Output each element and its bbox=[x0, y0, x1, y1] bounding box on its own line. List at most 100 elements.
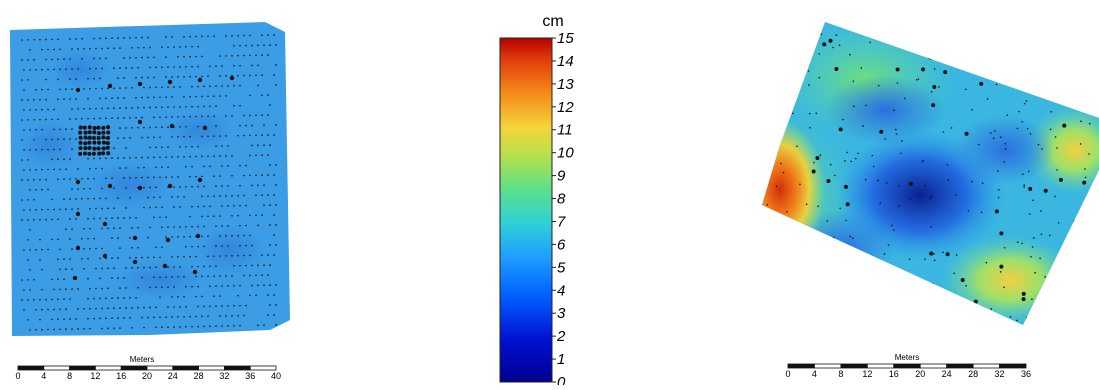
survey-point bbox=[938, 86, 940, 88]
right-scale-title: Meters bbox=[895, 353, 919, 362]
survey-point bbox=[213, 195, 215, 197]
survey-point bbox=[165, 316, 167, 318]
survey-point bbox=[41, 168, 43, 171]
survey-point bbox=[101, 87, 103, 90]
cluster-point bbox=[97, 131, 102, 136]
survey-point bbox=[261, 194, 263, 196]
survey-point bbox=[267, 174, 269, 176]
survey-point bbox=[29, 69, 31, 71]
survey-point bbox=[159, 316, 161, 319]
survey-point bbox=[137, 126, 139, 129]
survey-point bbox=[161, 146, 163, 149]
survey-point bbox=[23, 109, 25, 111]
survey-point bbox=[33, 118, 35, 121]
survey-point bbox=[63, 158, 65, 160]
survey-point bbox=[818, 52, 821, 55]
cluster-point bbox=[92, 146, 97, 151]
survey-point bbox=[93, 297, 95, 300]
survey-point bbox=[153, 316, 155, 319]
survey-point bbox=[257, 64, 259, 67]
survey-point bbox=[137, 266, 139, 269]
survey-point bbox=[119, 47, 121, 49]
survey-point bbox=[261, 254, 263, 256]
survey-point bbox=[251, 264, 253, 267]
survey-point bbox=[113, 267, 115, 270]
survey-point bbox=[95, 167, 97, 170]
survey-point bbox=[39, 318, 41, 321]
survey-point bbox=[255, 54, 257, 57]
survey-point bbox=[251, 44, 253, 47]
survey-point bbox=[69, 178, 71, 180]
survey-point bbox=[171, 276, 173, 278]
survey-point bbox=[269, 164, 271, 166]
survey-point bbox=[893, 229, 895, 231]
survey-point bbox=[23, 309, 25, 311]
survey-point bbox=[57, 158, 59, 161]
survey-point bbox=[71, 268, 73, 270]
survey-point bbox=[231, 255, 233, 257]
survey-point bbox=[89, 287, 91, 290]
survey-point bbox=[33, 98, 35, 101]
survey-point bbox=[992, 137, 995, 140]
survey-point bbox=[237, 214, 239, 217]
survey-point bbox=[227, 305, 229, 307]
survey-point bbox=[137, 306, 139, 309]
survey-point bbox=[924, 258, 926, 261]
survey-point bbox=[41, 248, 43, 251]
cluster-point bbox=[82, 151, 87, 156]
survey-point bbox=[249, 134, 251, 137]
survey-point bbox=[89, 247, 91, 250]
survey-point bbox=[149, 286, 151, 289]
survey-point bbox=[153, 116, 155, 119]
survey-point bbox=[93, 37, 95, 40]
survey-point bbox=[779, 43, 782, 46]
survey-point bbox=[1068, 307, 1071, 310]
survey-point bbox=[209, 305, 211, 308]
survey-point bbox=[955, 254, 958, 256]
scale-label: 8 bbox=[67, 371, 72, 381]
survey-point bbox=[231, 235, 233, 237]
survey-point bbox=[231, 215, 233, 217]
survey-point bbox=[23, 169, 25, 171]
survey-point bbox=[257, 264, 259, 267]
survey-point bbox=[215, 285, 217, 287]
survey-point bbox=[27, 79, 29, 81]
survey-point bbox=[75, 78, 77, 80]
survey-point bbox=[137, 226, 139, 229]
survey-point bbox=[129, 257, 131, 259]
colorbar-tick-label: 14 bbox=[557, 53, 574, 70]
survey-point bbox=[803, 296, 806, 299]
survey-point bbox=[69, 138, 71, 140]
survey-point bbox=[826, 220, 829, 222]
survey-point bbox=[996, 170, 999, 172]
survey-point bbox=[147, 316, 149, 319]
survey-point bbox=[123, 277, 125, 279]
survey-point bbox=[261, 34, 263, 36]
survey-point bbox=[197, 225, 199, 228]
survey-point bbox=[41, 288, 43, 291]
survey-point bbox=[179, 206, 181, 208]
survey-point bbox=[807, 70, 810, 72]
sample-point bbox=[75, 179, 81, 185]
survey-point bbox=[89, 327, 91, 330]
survey-point bbox=[149, 186, 151, 189]
survey-point bbox=[33, 178, 35, 181]
survey-point bbox=[967, 209, 970, 212]
survey-point bbox=[201, 75, 203, 78]
survey-point bbox=[71, 288, 73, 290]
survey-point bbox=[39, 178, 41, 181]
survey-point bbox=[95, 67, 97, 70]
survey-point bbox=[968, 52, 971, 54]
survey-point bbox=[189, 315, 191, 318]
survey-point bbox=[71, 88, 73, 90]
survey-point bbox=[1032, 199, 1034, 202]
survey-point bbox=[201, 275, 203, 278]
survey-point bbox=[93, 177, 95, 180]
survey-point bbox=[249, 94, 251, 97]
survey-point bbox=[87, 217, 89, 220]
survey-point bbox=[29, 229, 31, 231]
survey-point bbox=[107, 307, 109, 310]
survey-point bbox=[231, 55, 233, 57]
survey-point bbox=[35, 168, 37, 171]
survey-point bbox=[183, 75, 185, 78]
